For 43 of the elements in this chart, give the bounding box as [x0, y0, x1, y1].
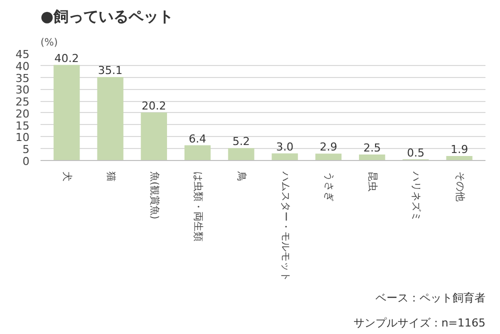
y-tick-label: 10: [16, 131, 30, 144]
x-tick-label: 犬: [61, 172, 74, 182]
bar: [140, 112, 168, 160]
y-tick-label: 25: [16, 96, 30, 109]
x-tick-label: うさぎ: [322, 172, 334, 202]
bar: [184, 145, 211, 160]
data-label: 2.9: [320, 140, 338, 154]
x-tick-label: は虫類・両生類: [192, 172, 204, 242]
data-label: 40.2: [54, 52, 79, 65]
data-label: 6.4: [188, 132, 206, 146]
bar: [54, 64, 80, 160]
y-axis-title: (%): [40, 38, 58, 48]
data-label: 0.5: [406, 146, 424, 160]
x-tick-label: その他: [454, 172, 466, 202]
text: ベース：ペット飼育者: [376, 292, 486, 304]
y-tick-label: 30: [16, 84, 30, 97]
bar: [97, 77, 124, 160]
bar: [315, 154, 342, 160]
y-tick-label: 20: [16, 107, 30, 120]
y-tick-label: 15: [16, 119, 30, 132]
x-tick-label: 魚(観賞魚): [148, 172, 160, 220]
data-label: 5.2: [232, 135, 250, 148]
y-tick-label: 5: [22, 143, 30, 156]
data-label: 1.9: [450, 142, 468, 156]
x-tick-label: 猫: [104, 172, 116, 182]
data-label: 3.0: [276, 140, 294, 154]
text: サンプルサイズ：n=1165: [353, 316, 486, 330]
y-tick-label: 0: [22, 155, 30, 168]
x-tick-label: 鳥: [236, 170, 248, 182]
x-tick-label: ハムスター・モルモット: [279, 170, 290, 282]
x-tick-label: ハリネズミ: [410, 170, 422, 222]
data-label: 20.2: [142, 99, 166, 112]
y-tick-label: 40: [16, 60, 30, 73]
data-label: 35.1: [98, 64, 123, 78]
bar: [272, 153, 298, 160]
data-label: 2.5: [363, 142, 381, 155]
bar: [446, 156, 472, 160]
x-tick-label: 昆虫: [366, 172, 379, 192]
y-tick-label: 45: [16, 48, 30, 61]
chart-title: ●飼っているペット: [40, 8, 174, 26]
y-tick-label: 35: [16, 72, 30, 85]
bar: [358, 154, 386, 160]
bar: [228, 148, 254, 160]
